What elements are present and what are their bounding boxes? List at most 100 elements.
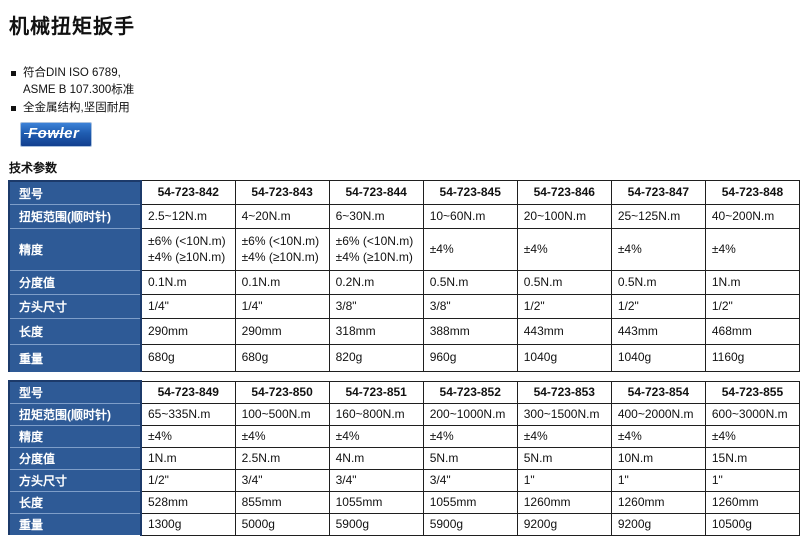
cell-graduation: 0.5N.m: [516, 270, 612, 296]
cell-weight: 9200g: [516, 513, 612, 536]
cell-model: 54-723-854: [610, 380, 706, 405]
cell-weight: 9200g: [610, 513, 706, 536]
cell-model: 54-723-844: [328, 180, 424, 206]
table-row: 分度值 0.1N.m 0.1N.m 0.2N.m 0.5N.m 0.5N.m 0.5N.m 1…: [8, 270, 800, 296]
cell-drive_size: 3/4": [422, 469, 518, 493]
cell-graduation: 4N.m: [328, 447, 424, 471]
cell-graduation: 10N.m: [610, 447, 706, 471]
fowler-logo: Fowler: [20, 121, 93, 147]
cell-weight: 1040g: [516, 344, 612, 373]
cell-torque_range: 100~500N.m: [234, 403, 330, 427]
cell-accuracy: ±4%: [422, 228, 518, 272]
cell-length: 443mm: [610, 318, 706, 346]
cell-accuracy: ±4%: [234, 425, 330, 449]
cell-drive_size: 3/4": [234, 469, 330, 493]
cell-model: 54-723-852: [422, 380, 518, 405]
fowler-logo-strike-line: [24, 132, 68, 135]
cell-model: 54-723-855: [704, 380, 800, 405]
cell-torque_range: 65~335N.m: [140, 403, 236, 427]
row-label-accuracy: 精度: [8, 425, 142, 448]
cell-weight: 1300g: [140, 513, 236, 536]
table-row: 精度 ±4% ±4% ±4% ±4% ±4% ±4% ±4%: [8, 425, 800, 449]
cell-length: 318mm: [328, 318, 424, 346]
cell-length: 468mm: [704, 318, 800, 346]
cell-drive_size: 1/2": [516, 294, 612, 320]
cell-length: 443mm: [516, 318, 612, 346]
cell-weight: 960g: [422, 344, 518, 373]
row-label-model: 型号: [8, 179, 142, 205]
row-label-graduation: 分度值: [8, 447, 142, 470]
cell-accuracy: ±4%: [704, 228, 800, 272]
table-row: 长度 290mm 290mm 318mm 388mm 443mm 443mm 468mm: [8, 318, 800, 346]
cell-torque_range: 600~3000N.m: [704, 403, 800, 427]
table-row: 方头尺寸 1/4" 1/4" 3/8" 3/8" 1/2" 1/2" 1/2": [8, 294, 800, 320]
table-row: 重量 1300g 5000g 5900g 5900g 9200g 9200g 10500g: [8, 513, 800, 536]
cell-length: 1260mm: [610, 491, 706, 515]
cell-drive_size: 3/8": [422, 294, 518, 320]
cell-torque_range: 2.5~12N.m: [140, 204, 236, 230]
cell-torque_range: 25~125N.m: [610, 204, 706, 230]
cell-drive_size: 1/4": [234, 294, 330, 320]
cell-graduation: 1N.m: [704, 270, 800, 296]
cell-weight: 10500g: [704, 513, 800, 536]
cell-graduation: 0.1N.m: [234, 270, 330, 296]
row-label-length: 长度: [8, 318, 142, 345]
bullet-list: 符合DIN ISO 6789, ASME B 107.300标准 全金属结构,坚固…: [11, 65, 796, 117]
cell-weight: 5000g: [234, 513, 330, 536]
row-label-weight: 重量: [8, 344, 142, 372]
cell-drive_size: 3/8": [328, 294, 424, 320]
cell-length: 1055mm: [328, 491, 424, 515]
cell-length: 1260mm: [516, 491, 612, 515]
cell-drive_size: 1/2": [610, 294, 706, 320]
cell-length: 388mm: [422, 318, 518, 346]
cell-accuracy: ±4%: [422, 425, 518, 449]
cell-graduation: 5N.m: [516, 447, 612, 471]
cell-weight: 680g: [140, 344, 236, 373]
cell-model: 54-723-846: [516, 180, 612, 206]
row-label-drive_size: 方头尺寸: [8, 294, 142, 319]
spec-table-1: 型号 54-723-842 54-723-843 54-723-844 54-723-8…: [8, 179, 800, 373]
table-row: 分度值 1N.m 2.5N.m 4N.m 5N.m 5N.m 10N.m 15N.m: [8, 447, 800, 471]
table-row: 型号 54-723-842 54-723-843 54-723-844 54-723-8…: [8, 179, 800, 206]
bullet-item: 全金属结构,坚固耐用: [11, 100, 796, 117]
table-row: 扭矩范围(顺时针) 65~335N.m 100~500N.m 160~800N.m 20…: [8, 403, 800, 427]
table-row: 方头尺寸 1/2" 3/4" 3/4" 3/4" 1" 1" 1": [8, 469, 800, 493]
cell-accuracy: ±4%: [516, 425, 612, 449]
cell-graduation: 15N.m: [704, 447, 800, 471]
cell-torque_range: 10~60N.m: [422, 204, 518, 230]
cell-accuracy: ±4%: [328, 425, 424, 449]
cell-torque_range: 200~1000N.m: [422, 403, 518, 427]
cell-torque_range: 4~20N.m: [234, 204, 330, 230]
cell-torque_range: 20~100N.m: [516, 204, 612, 230]
table-row: 重量 680g 680g 820g 960g 1040g 1040g 1160g: [8, 344, 800, 373]
cell-weight: 680g: [234, 344, 330, 373]
cell-graduation: 2.5N.m: [234, 447, 330, 471]
bullet-square-icon: [11, 71, 16, 76]
cell-accuracy: ±4%: [140, 425, 236, 449]
section-heading: 技术参数: [9, 160, 58, 175]
spec-table-2: 型号 54-723-849 54-723-850 54-723-851 54-723-8…: [8, 380, 800, 536]
cell-weight: 820g: [328, 344, 424, 373]
cell-length: 528mm: [140, 491, 236, 515]
cell-accuracy: ±6% (<10N.m) ±4% (≥10N.m): [140, 228, 236, 272]
row-label-model: 型号: [8, 380, 142, 404]
row-label-length: 长度: [8, 491, 142, 514]
cell-accuracy: ±6% (<10N.m) ±4% (≥10N.m): [234, 228, 330, 272]
table-row: 扭矩范围(顺时针) 2.5~12N.m 4~20N.m 6~30N.m 10~60N.m…: [8, 204, 800, 230]
page-title: 机械扭矩扳手: [9, 16, 135, 38]
cell-model: 54-723-842: [140, 180, 236, 206]
cell-drive_size: 3/4": [328, 469, 424, 493]
cell-model: 54-723-851: [328, 380, 424, 405]
cell-torque_range: 160~800N.m: [328, 403, 424, 427]
cell-torque_range: 400~2000N.m: [610, 403, 706, 427]
cell-weight: 5900g: [328, 513, 424, 536]
cell-length: 855mm: [234, 491, 330, 515]
cell-model: 54-723-848: [704, 180, 800, 206]
row-label-torque_range: 扭矩范围(顺时针): [8, 204, 142, 229]
cell-model: 54-723-853: [516, 380, 612, 405]
cell-graduation: 0.1N.m: [140, 270, 236, 296]
cell-accuracy: ±4%: [610, 425, 706, 449]
cell-drive_size: 1": [516, 469, 612, 493]
table-row: 长度 528mm 855mm 1055mm 1055mm 1260mm 1260mm 1260…: [8, 491, 800, 515]
